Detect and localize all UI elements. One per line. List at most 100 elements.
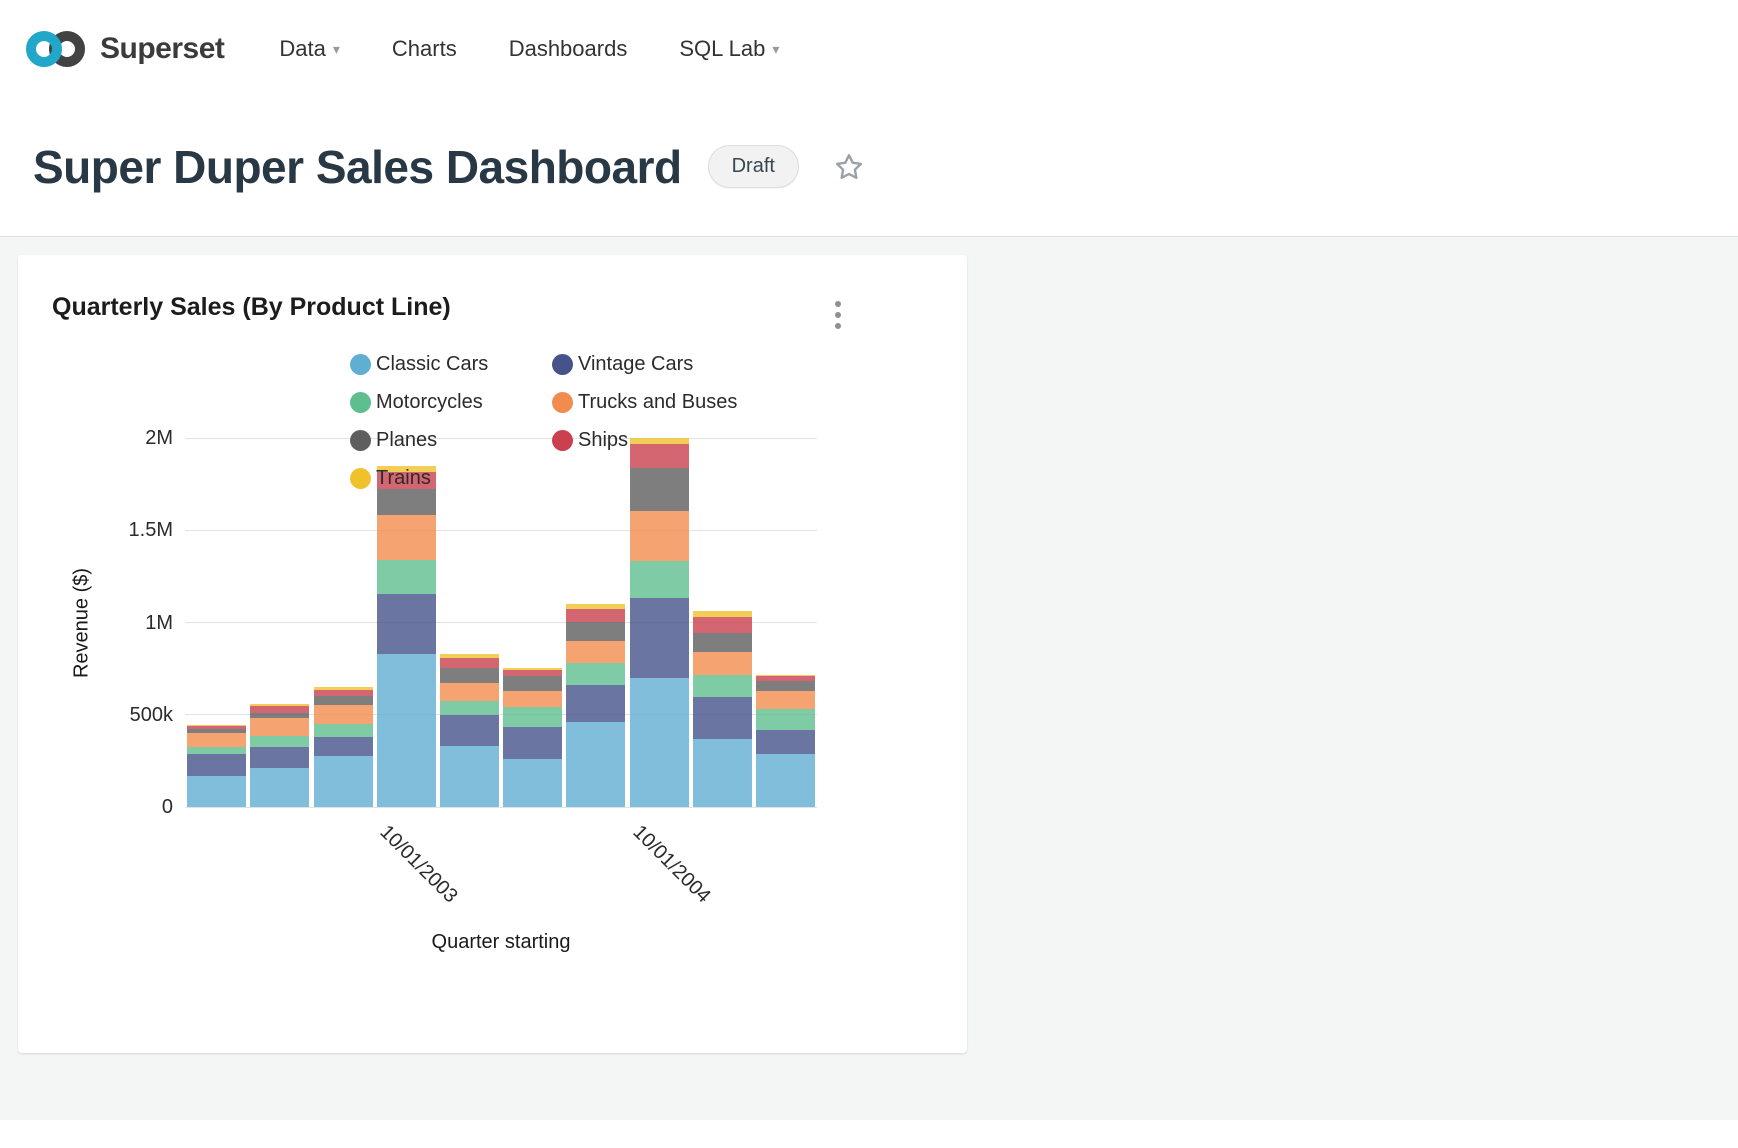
bar-segment[interactable] <box>755 753 815 807</box>
more-options-icon[interactable] <box>831 297 845 333</box>
bar-segment[interactable] <box>566 685 626 722</box>
bar-segment[interactable] <box>566 641 626 664</box>
bar[interactable] <box>629 438 689 807</box>
bar-segment[interactable] <box>187 729 247 734</box>
bar-segment[interactable] <box>376 488 436 516</box>
bar-segment[interactable] <box>439 667 499 684</box>
legend-label: Trucks and Buses <box>578 391 738 413</box>
bar[interactable] <box>376 465 436 807</box>
gridline <box>185 529 817 531</box>
bar-segment[interactable] <box>439 700 499 716</box>
bar-segment[interactable] <box>692 697 752 740</box>
bar-segment[interactable] <box>755 690 815 709</box>
bar-segment[interactable] <box>566 604 626 609</box>
bar-segment[interactable] <box>755 675 815 677</box>
bar-segment[interactable] <box>376 465 436 473</box>
bar-segment[interactable] <box>566 663 626 686</box>
bar-segment[interactable] <box>250 703 310 707</box>
bar-segment[interactable] <box>692 633 752 653</box>
bar-segment[interactable] <box>503 667 563 670</box>
status-badge[interactable]: Draft <box>707 145 799 188</box>
bar-segment[interactable] <box>439 715 499 747</box>
bar-segment[interactable] <box>755 676 815 681</box>
bar-segment[interactable] <box>313 687 373 690</box>
brand[interactable]: Superset <box>22 28 225 70</box>
bar[interactable] <box>755 675 815 807</box>
bar-segment[interactable] <box>439 746 499 807</box>
bar-segment[interactable] <box>250 712 310 719</box>
bar-segment[interactable] <box>376 515 436 560</box>
nav-item-charts[interactable]: Charts <box>392 36 457 62</box>
legend-item-ships[interactable]: Ships <box>552 429 737 452</box>
bar-segment[interactable] <box>313 756 373 807</box>
bar-segment[interactable] <box>376 472 436 489</box>
bar-segment[interactable] <box>692 675 752 698</box>
bar-segment[interactable] <box>439 654 499 658</box>
legend-item-classic-cars[interactable]: Classic Cars <box>350 353 552 376</box>
bar-segment[interactable] <box>187 725 247 729</box>
bar-segment[interactable] <box>566 721 626 807</box>
bar-segment[interactable] <box>313 689 373 697</box>
bar-segment[interactable] <box>755 729 815 754</box>
bar-segment[interactable] <box>187 724 247 726</box>
nav-item-sql-lab[interactable]: SQL Lab ▾ <box>679 36 779 62</box>
nav-item-data[interactable]: Data ▾ <box>279 36 340 62</box>
bar-segment[interactable] <box>250 747 310 769</box>
y-tick-label: 1M <box>145 611 173 634</box>
bar-segment[interactable] <box>629 598 689 678</box>
bar-segment[interactable] <box>566 608 626 623</box>
bar-segment[interactable] <box>187 746 247 755</box>
bar-segment[interactable] <box>187 733 247 747</box>
bar-segment[interactable] <box>692 611 752 617</box>
bar-segment[interactable] <box>629 560 689 599</box>
bar[interactable] <box>250 703 310 807</box>
bar-segment[interactable] <box>755 708 815 730</box>
bar[interactable] <box>692 611 752 807</box>
bar-segment[interactable] <box>629 444 689 468</box>
bar-segment[interactable] <box>629 510 689 561</box>
bar[interactable] <box>503 667 563 807</box>
bar[interactable] <box>313 687 373 807</box>
bar-segment[interactable] <box>566 622 626 641</box>
bar[interactable] <box>187 724 247 807</box>
legend-item-vintage-cars[interactable]: Vintage Cars <box>552 353 737 376</box>
bar-segment[interactable] <box>503 669 563 677</box>
bar-segment[interactable] <box>250 706 310 713</box>
favorite-star-icon[interactable] <box>833 151 865 183</box>
chart-title: Quarterly Sales (By Product Line) <box>52 293 451 321</box>
bar-segment[interactable] <box>439 683 499 701</box>
legend-item-trains[interactable]: Trains <box>350 467 552 490</box>
bar-segment[interactable] <box>313 705 373 724</box>
bar-segment[interactable] <box>503 707 563 728</box>
bar-segment[interactable] <box>503 676 563 691</box>
legend-item-trucks-and-buses[interactable]: Trucks and Buses <box>552 391 737 414</box>
bar[interactable] <box>566 604 626 807</box>
legend-item-planes[interactable]: Planes <box>350 429 552 452</box>
bar-segment[interactable] <box>187 775 247 807</box>
bar-segment[interactable] <box>376 653 436 807</box>
bar-segment[interactable] <box>692 739 752 807</box>
bar-segment[interactable] <box>313 737 373 757</box>
bar-segment[interactable] <box>376 559 436 594</box>
nav-item-label: Data <box>279 35 326 61</box>
bar-segment[interactable] <box>755 680 815 691</box>
nav-item-dashboards[interactable]: Dashboards <box>509 36 628 62</box>
bar-segment[interactable] <box>629 467 689 511</box>
bar-segment[interactable] <box>692 652 752 676</box>
bar-segment[interactable] <box>250 768 310 807</box>
bar-segment[interactable] <box>503 759 563 807</box>
bar-segment[interactable] <box>503 727 563 760</box>
bar-segment[interactable] <box>250 718 310 736</box>
bar[interactable] <box>439 654 499 807</box>
bar-segment[interactable] <box>313 723 373 738</box>
bar-segment[interactable] <box>250 736 310 748</box>
legend-item-motorcycles[interactable]: Motorcycles <box>350 391 552 414</box>
bar-segment[interactable] <box>503 690 563 708</box>
bar-segment[interactable] <box>692 616 752 634</box>
bar-segment[interactable] <box>313 696 373 706</box>
bar-segment[interactable] <box>439 657 499 668</box>
bar-segment[interactable] <box>629 677 689 807</box>
bar-segment[interactable] <box>187 754 247 776</box>
bar-segment[interactable] <box>629 438 689 445</box>
bar-segment[interactable] <box>376 593 436 654</box>
